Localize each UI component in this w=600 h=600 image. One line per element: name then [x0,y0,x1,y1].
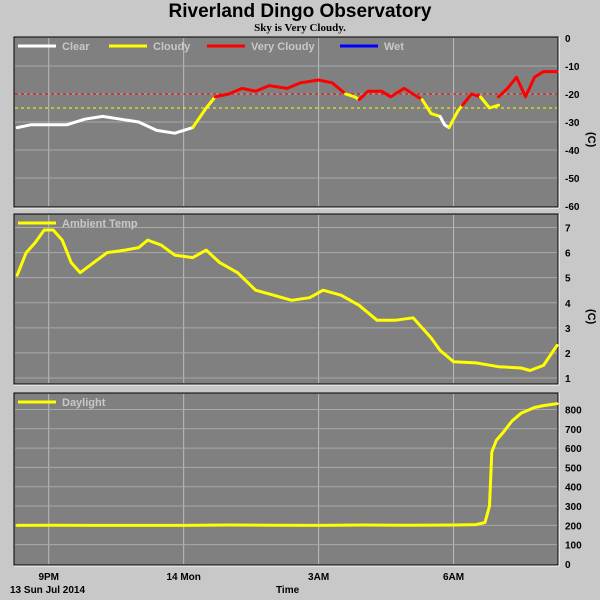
daylight-ytick-label: 400 [565,483,582,494]
ambient-ytick-label: 1 [565,374,571,385]
sky-ytick-label: -50 [565,174,580,185]
x-tick-label: 6AM [443,572,464,583]
daylight-ytick-label: 0 [565,560,571,571]
x-tick-label: 9PM [38,572,59,583]
sky-series-very-cloudy [213,78,348,99]
daylight-ytick-label: 300 [565,502,582,513]
sky-series-very-cloudy [497,70,559,99]
sky-ytick-label: -40 [565,146,580,157]
sky-ytick-label: -20 [565,90,580,101]
ambient-ytick-label: 4 [565,299,571,310]
daylight-ytick-label: 500 [565,463,582,474]
sky-series-cloudy [447,103,464,130]
daylight-ytick-label: 800 [565,405,582,416]
sky-legend-label: Cloudy [153,41,191,53]
date-label: 13 Sun Jul 2014 [10,585,86,596]
daylight-series-daylight [15,402,559,527]
daylight-legend-label: Daylight [62,397,106,409]
chart-subtitle: Sky is Very Cloudy. [254,22,346,34]
ambient-ytick-label: 5 [565,274,571,285]
daylight-ytick-label: 200 [565,521,582,532]
sky-ytick-label: 0 [565,34,571,45]
sky-series-cloudy [479,95,500,110]
sky-series-clear [438,114,451,130]
sky-ytick-label: -30 [565,118,580,129]
chart-title: Riverland Dingo Observatory [168,1,432,22]
sky-series-cloudy [420,98,442,118]
sky-legend-label: Wet [384,41,404,53]
ambient-series-ambient-temp [15,228,559,372]
daylight-ytick-label: 100 [565,541,582,552]
ambient-ylabel: (C) [585,309,597,325]
sky-series-cloudy [344,92,361,102]
sky-series-clear [15,114,195,135]
ambient-ytick-label: 7 [565,224,571,235]
sky-ytick-label: -60 [565,202,580,213]
sky-ylabel: (C) [585,132,597,148]
sky-legend-label: Very Cloudy [251,41,315,53]
sky-legend-label: Clear [62,41,90,53]
ambient-legend-label: Ambient Temp [62,218,138,230]
x-tick-label: 14 Mon [166,572,200,583]
daylight-ytick-label: 700 [565,425,582,436]
sky-series-very-cloudy [357,86,424,102]
daylight-ytick-label: 600 [565,444,582,455]
daylight-panel [13,392,559,566]
sky-ytick-label: -10 [565,62,580,73]
ambient-ytick-label: 3 [565,324,571,335]
sky-series-cloudy [191,95,217,130]
ambient-ytick-label: 6 [565,249,571,260]
x-axis-label: Time [276,585,300,596]
x-tick-label: 3AM [308,572,329,583]
sky-series-very-cloudy [461,92,482,107]
ambient-ytick-label: 2 [565,349,571,360]
